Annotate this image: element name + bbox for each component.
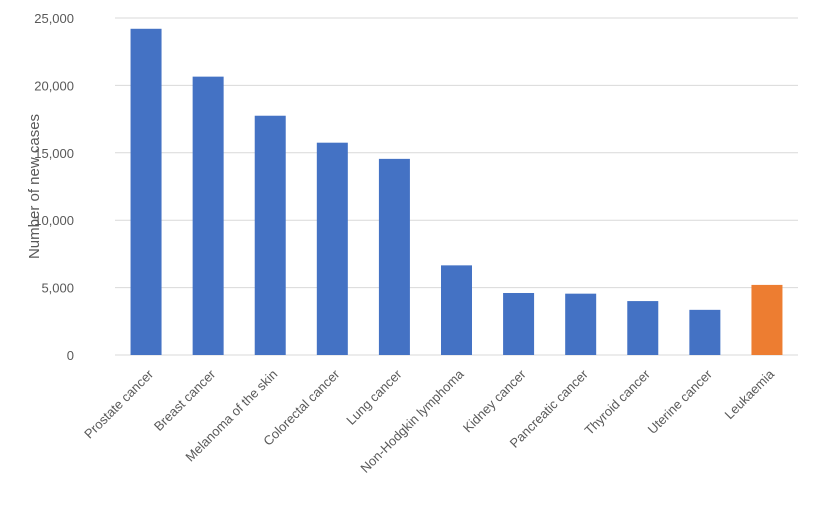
- bar: [565, 293, 597, 355]
- y-tick-label: 20,000: [34, 78, 74, 93]
- x-category-label: Breast cancer: [151, 366, 219, 434]
- y-tick-label: 5,000: [41, 281, 74, 296]
- bar: [378, 158, 410, 355]
- y-axis-ticks: 0 5,000 10,000 15,000 20,000 25,000: [34, 11, 74, 363]
- y-axis-label: Number of new cases: [26, 114, 43, 259]
- bar: [627, 301, 659, 355]
- y-tick-label: 10,000: [34, 213, 74, 228]
- gridlines: [115, 17, 798, 356]
- x-category-label: Uterine cancer: [645, 366, 716, 437]
- y-tick-label: 0: [67, 348, 74, 363]
- y-tick-label: 15,000: [34, 146, 74, 161]
- x-category-label: Leukaemia: [721, 366, 777, 422]
- bar: [316, 142, 348, 355]
- bar: [751, 284, 783, 355]
- bar: [441, 265, 472, 355]
- bar: [254, 115, 286, 355]
- x-category-label: Kidney cancer: [460, 366, 529, 435]
- bar: [689, 309, 721, 355]
- x-category-label: Non-Hodgkin lymphoma: [357, 366, 467, 476]
- x-category-label: Lung cancer: [343, 366, 405, 428]
- x-category-label: Prostate cancer: [81, 366, 156, 441]
- bars: [130, 28, 783, 356]
- bar: [503, 292, 535, 355]
- bar: [130, 28, 162, 356]
- bar: [192, 76, 224, 355]
- x-category-label: Thyroid cancer: [581, 366, 653, 438]
- y-tick-label: 25,000: [34, 11, 74, 26]
